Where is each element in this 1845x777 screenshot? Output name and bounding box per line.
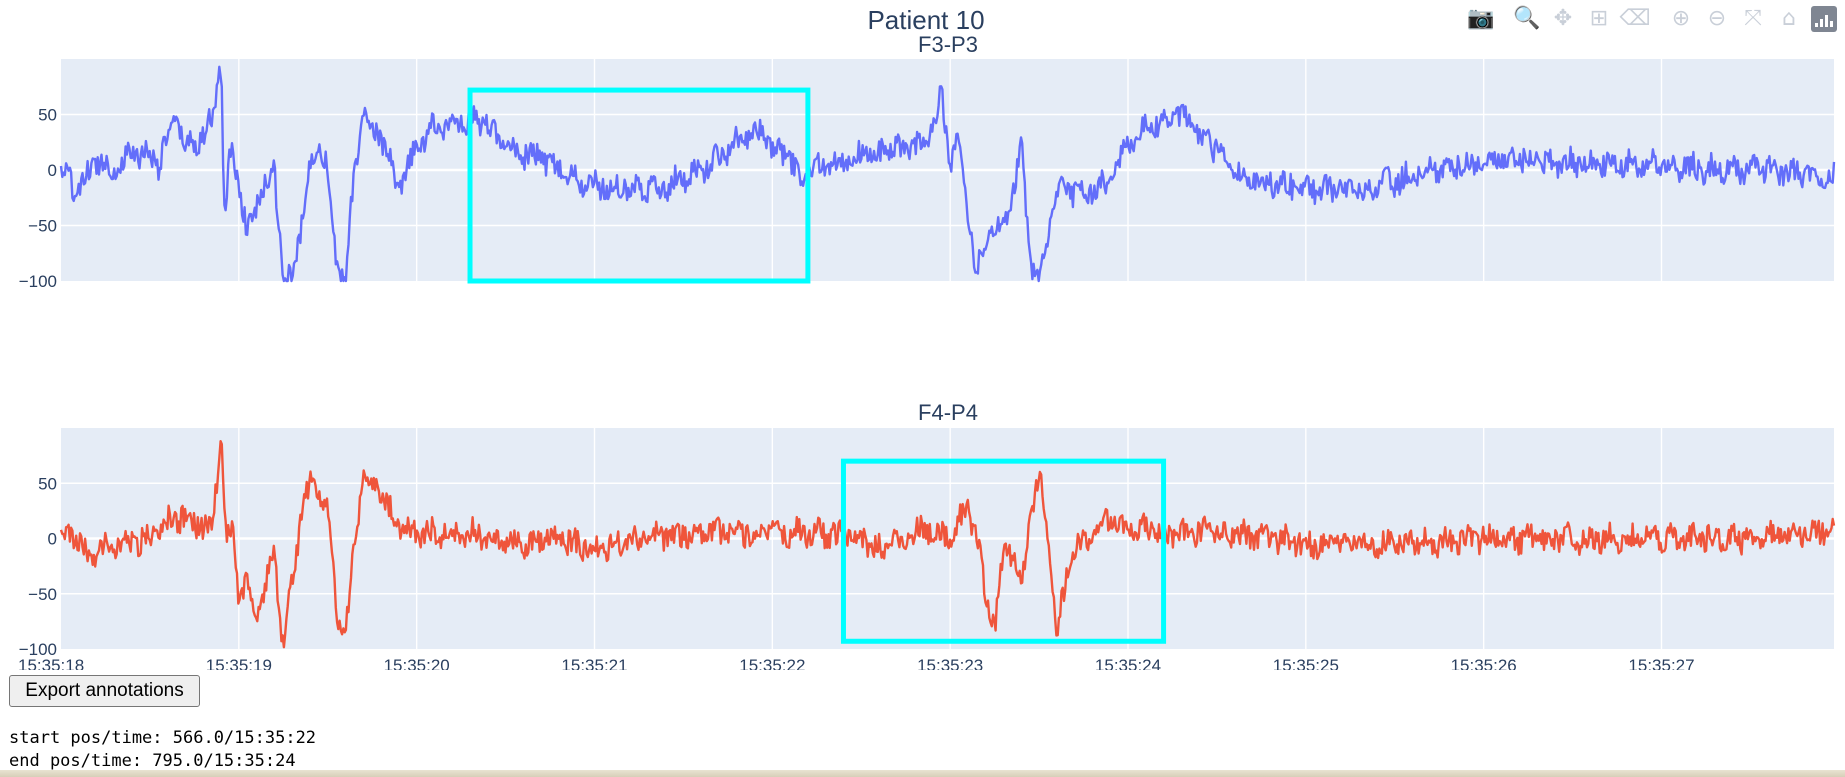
y-tick-label: 50 [38, 474, 57, 493]
subplot-f4-p4: 50 0 −50 −100 F4-P4 [19, 400, 1836, 659]
y-tick-label: 0 [48, 161, 57, 180]
eeg-chart[interactable]: Patient 10 50 0 −50 −100 F3-P3 50 0 −50 −100 F4-P4… [0, 0, 1845, 670]
pan-icon[interactable]: ✥ [1553, 6, 1573, 31]
x-tick-label: 15:35:18 [18, 656, 84, 670]
y-tick-label: −50 [28, 217, 57, 236]
x-tick-label: 15:35:22 [739, 656, 805, 670]
erase-shape-icon[interactable]: ⌫ [1619, 6, 1651, 31]
zoom-icon[interactable]: 🔍 [1513, 6, 1541, 31]
x-tick-label: 15:35:25 [1273, 656, 1339, 670]
annotation-box [467, 87, 811, 284]
zoom-out-icon[interactable]: ⊖ [1707, 6, 1727, 31]
x-tick-label: 15:35:20 [384, 656, 450, 670]
subplot-f3-p3: 50 0 −50 −100 F3-P3 [19, 32, 1836, 291]
x-tick-label: 15:35:27 [1628, 656, 1694, 670]
camera-icon[interactable]: 📷 [1467, 6, 1495, 31]
x-tick-label: 15:35:23 [917, 656, 983, 670]
x-tick-label: 15:35:26 [1451, 656, 1517, 670]
zoom-in-icon[interactable]: ⊕ [1671, 6, 1691, 31]
box-select-icon[interactable]: ⊞ [1589, 6, 1609, 31]
y-tick-label: −100 [19, 640, 57, 659]
y-tick-label: −50 [28, 585, 57, 604]
subplot-title: F3-P3 [918, 32, 978, 57]
signal-trace [59, 440, 1836, 649]
y-tick-label: 0 [48, 530, 57, 549]
chart-title: Patient 10 [867, 5, 984, 35]
window-bottom-edge [0, 770, 1845, 777]
y-tick-label: −100 [19, 272, 57, 291]
plotly-logo-icon[interactable] [1811, 6, 1837, 32]
x-tick-label: 15:35:19 [206, 656, 272, 670]
autoscale-icon[interactable]: ⤧ [1744, 6, 1762, 31]
modebar: 📷 🔍 ✥ ⊞ ⌫ ⊕ ⊖ ⤧ ⌂ [1463, 6, 1837, 32]
start-pos-time: start pos/time: 566.0/15:35:22 [9, 728, 317, 748]
subplot-title: F4-P4 [918, 400, 978, 425]
end-pos-time: end pos/time: 795.0/15:35:24 [9, 751, 296, 771]
annotation-box [840, 458, 1167, 644]
x-tick-label: 15:35:21 [561, 656, 627, 670]
x-tick-label: 15:35:24 [1095, 656, 1161, 670]
y-tick-label: 50 [38, 106, 57, 125]
export-annotations-button[interactable]: Export annotations [9, 675, 200, 707]
signal-trace [59, 65, 1836, 283]
reset-axes-icon[interactable]: ⌂ [1782, 6, 1796, 31]
